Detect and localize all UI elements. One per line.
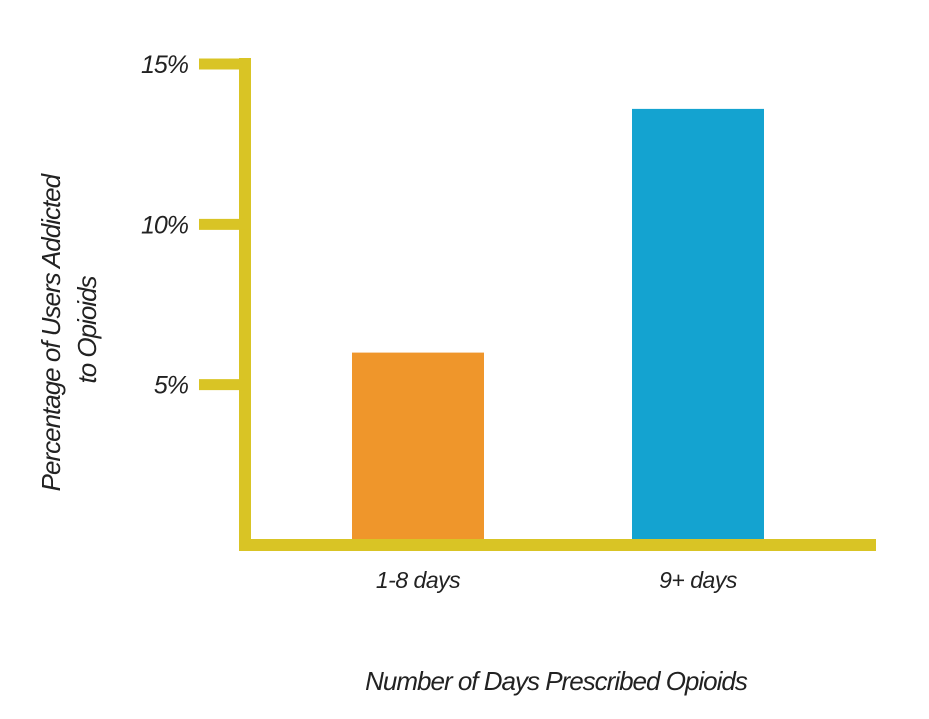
y-axis-title: Percentage of Users Addicted to Opioids [36, 169, 102, 492]
x-category-label: 9+ days [659, 567, 738, 593]
bar-1 [352, 352, 484, 539]
bars-layer [352, 108, 764, 539]
y-axis-title-line-2: to Opioids [72, 275, 102, 383]
x-axis-title: Number of Days Prescribed Opioids [365, 666, 748, 696]
axes-layer [239, 58, 876, 551]
category-labels: 1-8 days 9+ days [376, 567, 738, 593]
y-tick-label: 15% [141, 51, 189, 79]
ticks-layer: 5% 10% 15% [141, 51, 245, 400]
x-category-label: 1-8 days [376, 567, 461, 593]
bar-2 [632, 108, 764, 539]
y-tick-label: 5% [154, 372, 189, 400]
y-tick-label: 10% [141, 211, 189, 239]
y-axis-title-line-1: Percentage of Users Addicted [36, 172, 66, 491]
